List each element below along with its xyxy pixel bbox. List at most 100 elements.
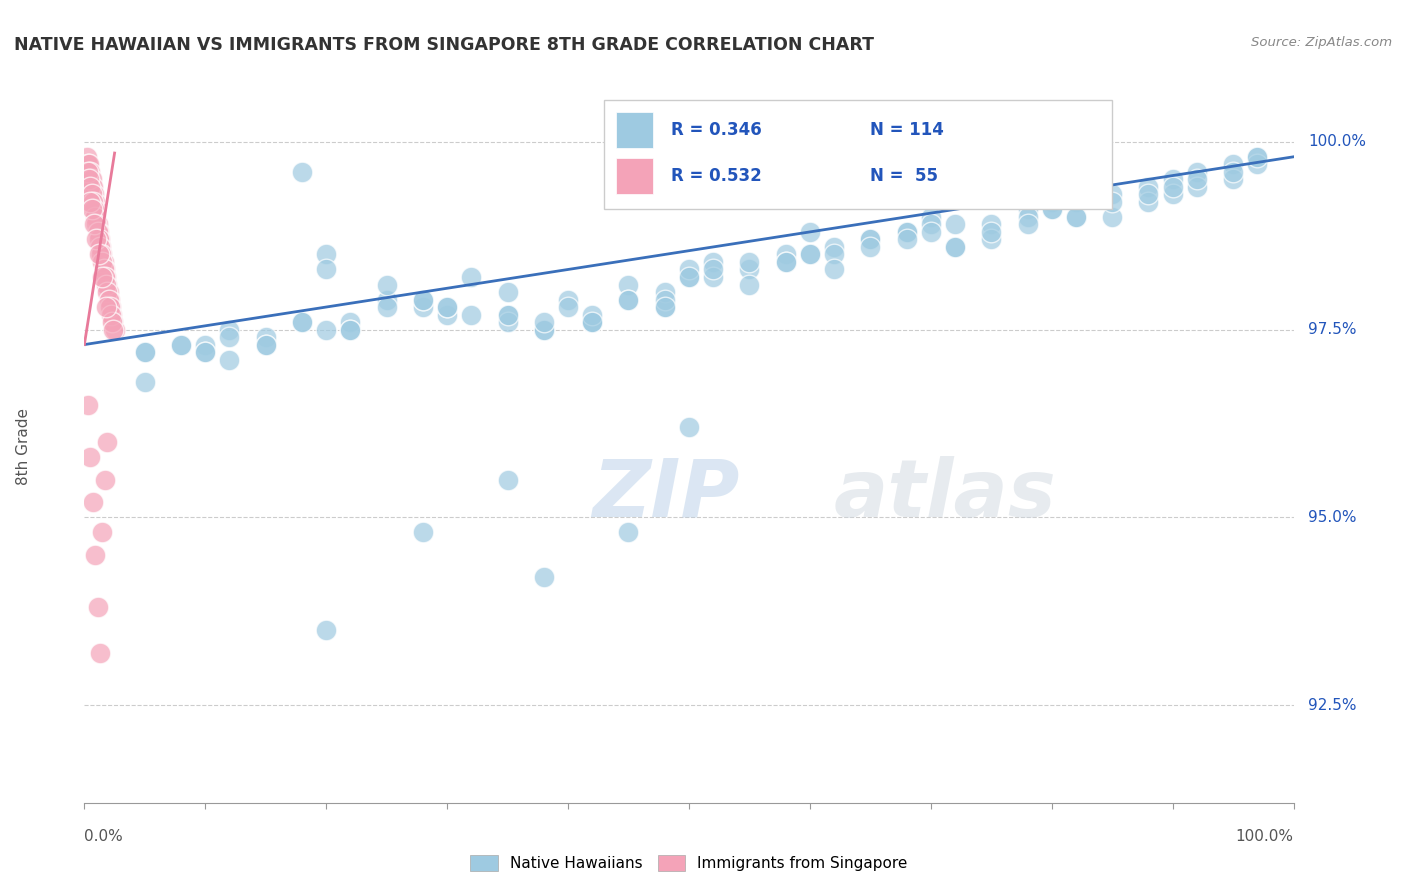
Point: [920, 225, 942, 239]
Point: [1101, 187, 1123, 202]
Point: [557, 300, 579, 314]
Point: [896, 225, 918, 239]
FancyBboxPatch shape: [616, 158, 652, 194]
Point: [96, 435, 118, 450]
Point: [218, 322, 240, 336]
Point: [920, 218, 942, 232]
Point: [91, 247, 114, 261]
Point: [1064, 194, 1087, 209]
Point: [91, 255, 114, 269]
Point: [79, 165, 101, 179]
Point: [134, 345, 156, 359]
Point: [980, 218, 1002, 232]
Point: [533, 322, 555, 336]
Point: [1101, 194, 1123, 209]
Point: [1185, 179, 1208, 194]
Point: [254, 330, 277, 344]
Point: [87, 225, 110, 239]
Point: [170, 337, 193, 351]
Point: [89, 646, 111, 660]
Point: [678, 270, 700, 285]
Point: [859, 232, 882, 246]
Point: [170, 337, 193, 351]
Point: [194, 345, 217, 359]
Point: [799, 247, 821, 261]
Point: [86, 218, 108, 232]
Point: [678, 262, 700, 277]
Point: [94, 473, 117, 487]
Text: R = 0.532: R = 0.532: [671, 168, 762, 186]
Text: NATIVE HAWAIIAN VS IMMIGRANTS FROM SINGAPORE 8TH GRADE CORRELATION CHART: NATIVE HAWAIIAN VS IMMIGRANTS FROM SINGA…: [14, 36, 875, 54]
Point: [412, 293, 434, 307]
Point: [89, 232, 111, 246]
Point: [496, 315, 519, 329]
Point: [96, 277, 118, 292]
Point: [581, 315, 603, 329]
Text: 100.0%: 100.0%: [1236, 829, 1294, 844]
Point: [77, 398, 100, 412]
Point: [291, 315, 314, 329]
Point: [291, 165, 314, 179]
Point: [218, 330, 240, 344]
Point: [1040, 194, 1063, 209]
Point: [83, 187, 105, 202]
Point: [86, 600, 108, 615]
Text: Source: ZipAtlas.com: Source: ZipAtlas.com: [1251, 36, 1392, 49]
Point: [1222, 165, 1244, 179]
Point: [254, 337, 277, 351]
Point: [738, 277, 761, 292]
Point: [101, 315, 124, 329]
Point: [94, 262, 117, 277]
Point: [1040, 202, 1063, 217]
Point: [896, 225, 918, 239]
Point: [254, 337, 277, 351]
Point: [702, 255, 724, 269]
Point: [1185, 172, 1208, 186]
Point: [79, 194, 101, 209]
Point: [84, 194, 107, 209]
Point: [86, 210, 108, 224]
Point: [1222, 157, 1244, 171]
Point: [799, 247, 821, 261]
Point: [496, 308, 519, 322]
Point: [823, 240, 845, 254]
Point: [87, 247, 110, 261]
Point: [100, 308, 122, 322]
Point: [1137, 194, 1160, 209]
Point: [83, 202, 105, 217]
Point: [823, 262, 845, 277]
Point: [943, 218, 966, 232]
Point: [980, 225, 1002, 239]
Point: [84, 548, 107, 562]
Point: [87, 232, 110, 246]
Point: [91, 525, 114, 540]
Point: [94, 277, 117, 292]
Point: [104, 322, 127, 336]
Point: [83, 218, 105, 232]
Point: [82, 194, 104, 209]
Point: [98, 300, 121, 314]
Point: [100, 300, 122, 314]
Point: [82, 179, 104, 194]
Point: [339, 315, 361, 329]
Point: [617, 293, 640, 307]
Point: [134, 345, 156, 359]
Point: [94, 270, 117, 285]
Point: [80, 202, 103, 217]
Point: [80, 187, 103, 202]
Point: [533, 315, 555, 329]
Point: [93, 262, 115, 277]
Text: 0.0%: 0.0%: [84, 829, 124, 844]
Point: [1222, 172, 1244, 186]
Point: [1161, 179, 1184, 194]
Point: [557, 293, 579, 307]
Point: [98, 293, 121, 307]
Point: [496, 285, 519, 299]
Point: [1064, 210, 1087, 224]
Point: [1246, 150, 1268, 164]
Point: [97, 285, 120, 299]
Point: [339, 322, 361, 336]
Point: [134, 375, 156, 389]
Point: [86, 202, 108, 217]
Point: [86, 232, 108, 246]
